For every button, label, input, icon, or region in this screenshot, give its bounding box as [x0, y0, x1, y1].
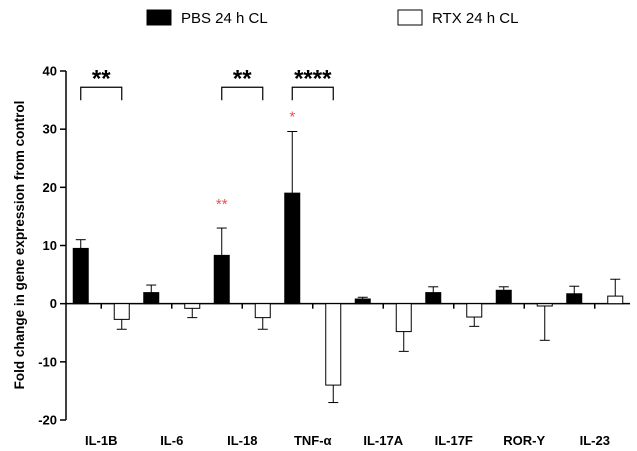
bar-pbs [495, 289, 512, 305]
bar-pbs [143, 292, 160, 305]
x-tick-label: IL-17A [363, 433, 403, 448]
x-tick-label: IL-23 [580, 433, 610, 448]
y-tick-label: 40 [43, 64, 57, 79]
y-tick-label: 30 [43, 122, 57, 137]
bar-pbs [72, 247, 89, 305]
bar-rtx [395, 303, 412, 333]
significance-bracket [221, 86, 264, 101]
legend-swatch-pbs [146, 9, 172, 26]
bar-rtx [536, 303, 553, 307]
legend-swatch-rtx [397, 9, 423, 26]
significance-label: ** [92, 65, 111, 92]
x-tick-label: IL-1B [85, 433, 118, 448]
y-tick-label: -20 [38, 413, 57, 428]
y-tick-label: 10 [43, 238, 57, 253]
legend: PBS 24 h CL RTX 24 h CL [146, 9, 518, 27]
legend-label-pbs: PBS 24 h CL [181, 10, 268, 27]
bar-pbs [425, 292, 442, 305]
plot-area: -20 -10 0 10 20 30 40 IL-1B IL-6 IL-18 TNF-α IL-17A… [38, 64, 630, 448]
x-tick-label: ROR-Y [503, 433, 545, 448]
bar-pbs [284, 192, 301, 305]
significance-bracket [80, 86, 123, 101]
bar-rtx [325, 303, 342, 386]
bar-pbs [566, 293, 583, 305]
y-tick-label: 0 [50, 296, 57, 311]
x-tick-label: IL-17F [435, 433, 473, 448]
bar-rtx [113, 303, 130, 320]
bar-pbs [354, 298, 371, 305]
significance-label: ** [233, 65, 252, 92]
red-significance-label: * [289, 109, 295, 126]
x-tick-label: TNF-α [294, 433, 332, 448]
y-axis-label: Fold change in gene expression from cont… [12, 101, 27, 390]
y-tick-label: 20 [43, 180, 57, 195]
legend-label-rtx: RTX 24 h CL [432, 10, 518, 27]
bar-rtx [184, 303, 201, 309]
bar-pbs [213, 254, 230, 305]
x-tick-label: IL-18 [227, 433, 257, 448]
bar-rtx [466, 303, 483, 318]
x-tick-label: IL-6 [160, 433, 183, 448]
bar-rtx [607, 295, 624, 305]
bar-rtx [254, 303, 271, 319]
y-tick-label: -10 [38, 354, 57, 369]
significance-label: **** [294, 65, 332, 92]
significance-bracket [291, 86, 334, 101]
red-significance-label: ** [216, 196, 228, 213]
